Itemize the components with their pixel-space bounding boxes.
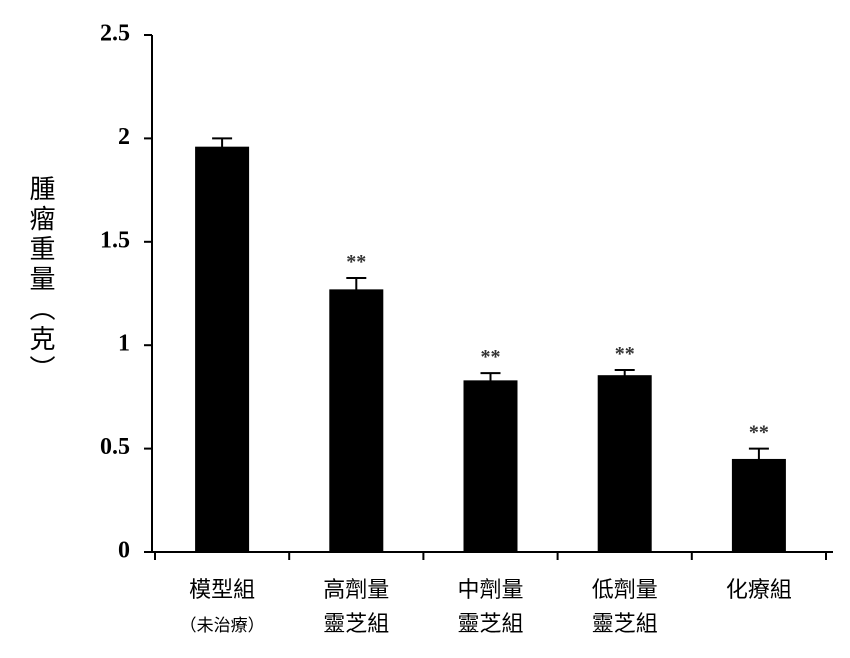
bar	[463, 380, 518, 552]
bar	[195, 146, 250, 552]
y-tick-label: 0.5	[100, 434, 130, 460]
y-tick-label: 0	[118, 538, 130, 564]
y-axis-label: 腫瘤重量（克）	[25, 175, 55, 385]
significance-label: **	[346, 251, 366, 273]
x-tick-label: 靈芝組	[323, 612, 389, 637]
y-tick-label: 1	[118, 331, 130, 357]
x-tick-label: 低劑量	[592, 578, 658, 603]
x-tick-label: 化療組	[726, 578, 792, 603]
significance-label: **	[749, 422, 769, 444]
x-tick-label: 靈芝組	[457, 612, 523, 637]
x-tick-label: 高劑量	[323, 578, 389, 603]
x-tick-label: 中劑量	[457, 578, 523, 603]
y-tick-label: 2	[118, 124, 130, 150]
x-tick-label: 模型組	[189, 578, 255, 603]
significance-label: **	[615, 343, 635, 365]
bar	[731, 458, 786, 552]
bar	[329, 289, 384, 552]
significance-label: **	[481, 346, 501, 368]
x-tick-label: （未治療）	[180, 616, 265, 636]
x-tick-label: 靈芝組	[592, 612, 658, 637]
y-tick-label: 1.5	[100, 227, 130, 253]
y-tick-label: 2.5	[100, 21, 130, 47]
bar	[597, 375, 652, 552]
